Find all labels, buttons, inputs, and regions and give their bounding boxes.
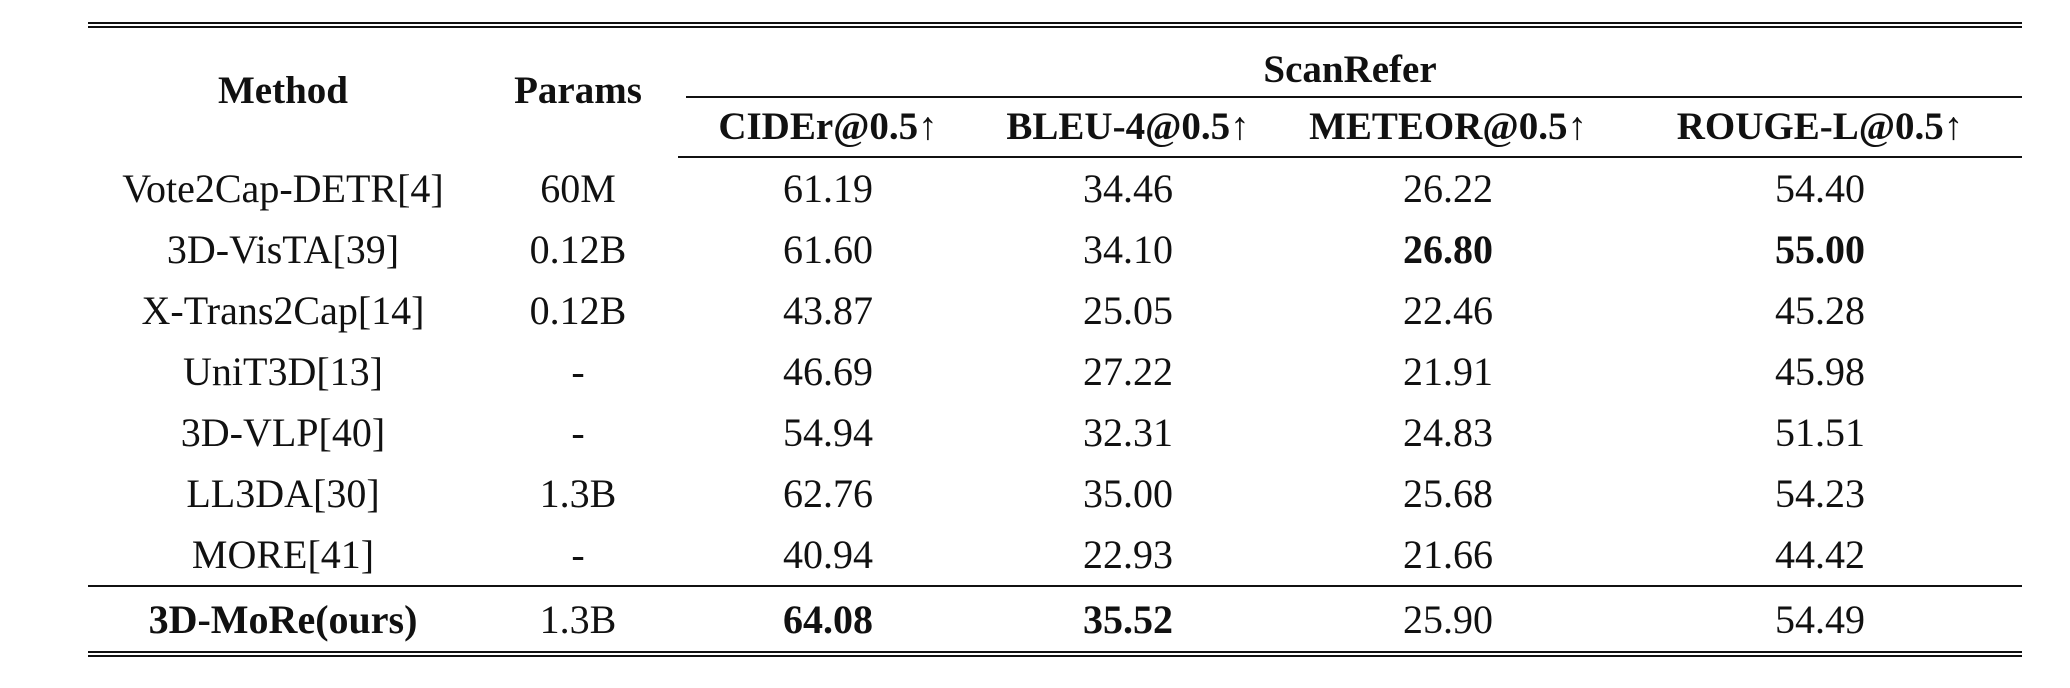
table-row: MORE[41] - 40.94 22.93 21.66 44.42 [88, 524, 2022, 586]
header-method: Method [88, 22, 478, 157]
cell-value: 61.60 [783, 227, 873, 272]
cell-params: - [571, 532, 585, 577]
cell-params: 60M [540, 165, 616, 211]
cell-method: Vote2Cap-DETR[4] [122, 165, 444, 211]
results-table: Method Params ScanRefer CIDEr@0.5↑ BLEU-… [88, 22, 2023, 657]
cell-value: 21.66 [1403, 532, 1493, 577]
header-metric-meteor: METEOR@0.5↑ [1278, 96, 1618, 158]
cell-value: 32.31 [1083, 410, 1173, 455]
cell-value: 51.51 [1775, 410, 1866, 455]
cell-value: 62.76 [783, 471, 873, 516]
cell-value: 44.42 [1775, 532, 1866, 577]
cell-method: 3D-VisTA[39] [166, 227, 400, 272]
cell-value: 45.98 [1775, 349, 1866, 394]
table-row: UniT3D[13] - 46.69 27.22 21.91 45.98 [88, 341, 2022, 402]
cell-value: 40.94 [783, 532, 873, 577]
cell-value: 54.40 [1775, 166, 1866, 211]
header-group-label: ScanRefer [1263, 48, 1437, 91]
header-group-scanrefer: ScanRefer [678, 22, 2023, 98]
cell-value: 35.00 [1083, 471, 1173, 516]
cell-params: 1.3B [539, 471, 617, 516]
cell-params: - [571, 349, 585, 394]
cell-method: X-Trans2Cap[14] [141, 288, 425, 333]
cell-value: 22.46 [1403, 288, 1493, 333]
table-row: Vote2Cap-DETR[4] 60M 61.19 34.46 26.22 5… [88, 157, 2022, 219]
group-cmidrule [686, 96, 2023, 98]
header-row-metrics: CIDEr@0.5↑ BLEU-4@0.5↑ METEOR@0.5↑ ROUGE… [88, 96, 2023, 158]
cell-value: 45.28 [1775, 288, 1866, 333]
cell-value: 43.87 [783, 288, 873, 333]
table-row: LL3DA[30] 1.3B 62.76 35.00 25.68 54.23 [88, 463, 2022, 524]
cell-value: 25.05 [1083, 288, 1173, 333]
cell-params: 0.12B [529, 288, 627, 333]
cell-value: 22.93 [1083, 532, 1173, 577]
cell-method: MORE[41] [191, 532, 375, 577]
cell-value: 61.19 [783, 166, 873, 211]
header-metric-bleu4: BLEU-4@0.5↑ [978, 96, 1278, 158]
table-header: Method Params ScanRefer CIDEr@0.5↑ BLEU-… [88, 22, 2023, 158]
cell-value: 54.49 [1618, 585, 2023, 657]
cell-value: 34.10 [1083, 227, 1173, 272]
cell-value-best: 26.80 [1403, 227, 1493, 272]
cell-value: 34.46 [1083, 166, 1173, 211]
cell-value: 25.68 [1403, 471, 1493, 516]
cell-params: - [571, 410, 585, 455]
cell-value: 25.90 [1278, 585, 1618, 657]
cell-method: LL3DA[30] [186, 471, 380, 516]
cell-value: 27.22 [1083, 349, 1173, 394]
table-row: 3D-VisTA[39] 0.12B 61.60 34.10 26.80 55.… [88, 219, 2022, 280]
cell-value: 26.22 [1403, 166, 1493, 211]
cell-method-ours: 3D-MoRe(ours) [88, 585, 478, 657]
results-table-container: Method Params ScanRefer CIDEr@0.5↑ BLEU-… [88, 22, 2023, 657]
table-body: Vote2Cap-DETR[4] 60M 61.19 34.46 26.22 5… [88, 157, 2023, 657]
header-metric-cider: CIDEr@0.5↑ [678, 96, 978, 158]
cell-value-best: 64.08 [678, 585, 978, 657]
cell-params: 0.12B [529, 227, 627, 272]
header-row-group: Method Params ScanRefer [88, 22, 2023, 157]
table-row: X-Trans2Cap[14] 0.12B 43.87 25.05 22.46 … [88, 280, 2022, 341]
cell-method: 3D-VLP[40] [180, 410, 386, 455]
header-params: Params [478, 22, 678, 157]
cell-value-best: 55.00 [1775, 227, 1866, 272]
table-row-ours: 3D-MoRe(ours) 1.3B 64.08 35.52 25.90 54.… [88, 585, 2023, 657]
cell-value: 24.83 [1403, 410, 1493, 455]
cell-value-best: 35.52 [978, 585, 1278, 657]
cell-value: 54.23 [1775, 471, 1866, 516]
cell-value: 21.91 [1403, 349, 1493, 394]
cell-params: 1.3B [478, 585, 678, 657]
cell-method: UniT3D[13] [183, 349, 383, 394]
table-row: 3D-VLP[40] - 54.94 32.31 24.83 51.51 [88, 402, 2022, 463]
cell-value: 54.94 [783, 410, 873, 455]
cell-value: 46.69 [783, 349, 873, 394]
header-metric-rouge: ROUGE-L@0.5↑ [1618, 96, 2023, 158]
